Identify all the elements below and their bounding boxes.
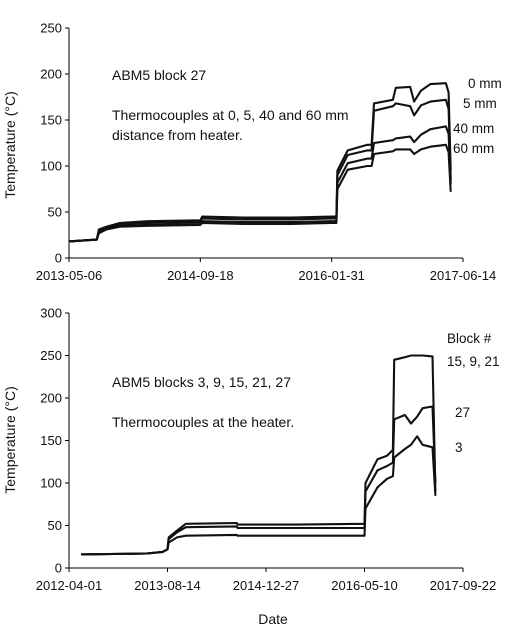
annotation-block-label: ABM5 block 27 [112,67,206,83]
legend-title: Block # [447,331,492,346]
annotation-blocks: ABM5 blocks 3, 9, 15, 21, 27 [112,374,291,390]
series-line-0 [68,82,452,243]
series-label-5mm: 5 mm [463,96,497,111]
x-tick-label: 2013-05-06 [36,268,103,283]
y-tick-label: 150 [40,433,62,448]
x-tick-label: 2016-01-31 [298,268,365,283]
series-label-60mm: 60 mm [453,141,494,156]
y-axis-title: Temperature (°C) [2,386,18,494]
x-tick-label: 2012-04-01 [36,578,103,593]
y-tick-label: 50 [48,518,62,533]
x-tick-label: 2016-05-10 [331,578,398,593]
series-line-2 [80,435,437,556]
x-tick-label: 2017-06-14 [430,268,497,283]
chart-top: 0 50 100 150 200 250 2013-05-06 2014-09-18 2016-… [2,21,502,284]
x-tick-label: 2014-09-18 [167,268,234,283]
series-label-0mm: 0 mm [468,76,502,91]
y-tick-label: 300 [40,306,62,321]
y-tick-label: 50 [48,205,62,220]
y-tick-label: 0 [55,251,62,266]
y-tick-label: 250 [40,21,62,36]
y-tick-label: 200 [40,67,62,82]
annotation-thermocouples: Thermocouples at 0, 5, 40 and 60 mm [112,107,349,123]
y-tick-label: 0 [55,561,62,576]
y-tick-label: 100 [40,159,62,174]
series-label-15-9-21: 15, 9, 21 [447,354,500,369]
series-line-1 [68,98,452,243]
x-axis-title: Date [258,611,288,627]
x-tick-label: 2014-12-27 [233,578,300,593]
y-tick-label: 100 [40,476,62,491]
series-label-40mm: 40 mm [453,121,494,136]
x-tick-label: 2017-09-22 [430,578,497,593]
y-axis-title: Temperature (°C) [2,91,18,199]
annotation-heater: Thermocouples at the heater. [112,414,294,430]
chart-bottom: 0 50 100 150 200 250 300 2012-04-01 2013-08-14 20… [2,306,500,594]
x-tick-label: 2013-08-14 [134,578,201,593]
series-label-3: 3 [455,440,463,455]
series-line-3 [68,143,452,243]
y-tick-label: 200 [40,391,62,406]
y-tick-label: 150 [40,113,62,128]
y-tick-label: 250 [40,348,62,363]
series-label-27: 27 [455,405,470,420]
annotation-distance: distance from heater. [112,127,243,143]
